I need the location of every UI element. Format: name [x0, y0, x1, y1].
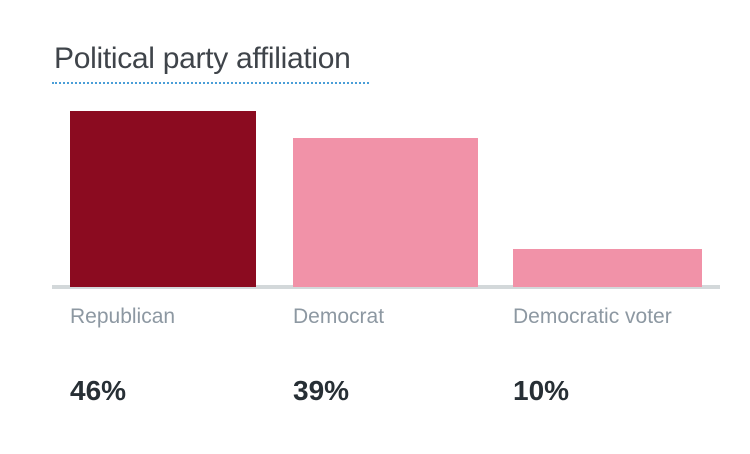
value-label-republican: 46%	[70, 375, 127, 406]
bar-republican	[70, 111, 256, 287]
title-dotted-underline	[52, 82, 369, 84]
category-label-democrat: Democrat	[293, 305, 385, 328]
chart-title[interactable]: Political party affiliation	[54, 42, 351, 75]
category-label-republican: Republican	[70, 305, 176, 328]
value-label-democrat: 39%	[293, 375, 350, 406]
category-label-democratic-voter: Democratic voter	[513, 305, 672, 328]
bar-democratic-voter	[513, 249, 702, 287]
value-label-democratic-voter: 10%	[513, 375, 570, 406]
bar-democrat	[293, 138, 478, 287]
x-axis-line	[52, 285, 720, 289]
